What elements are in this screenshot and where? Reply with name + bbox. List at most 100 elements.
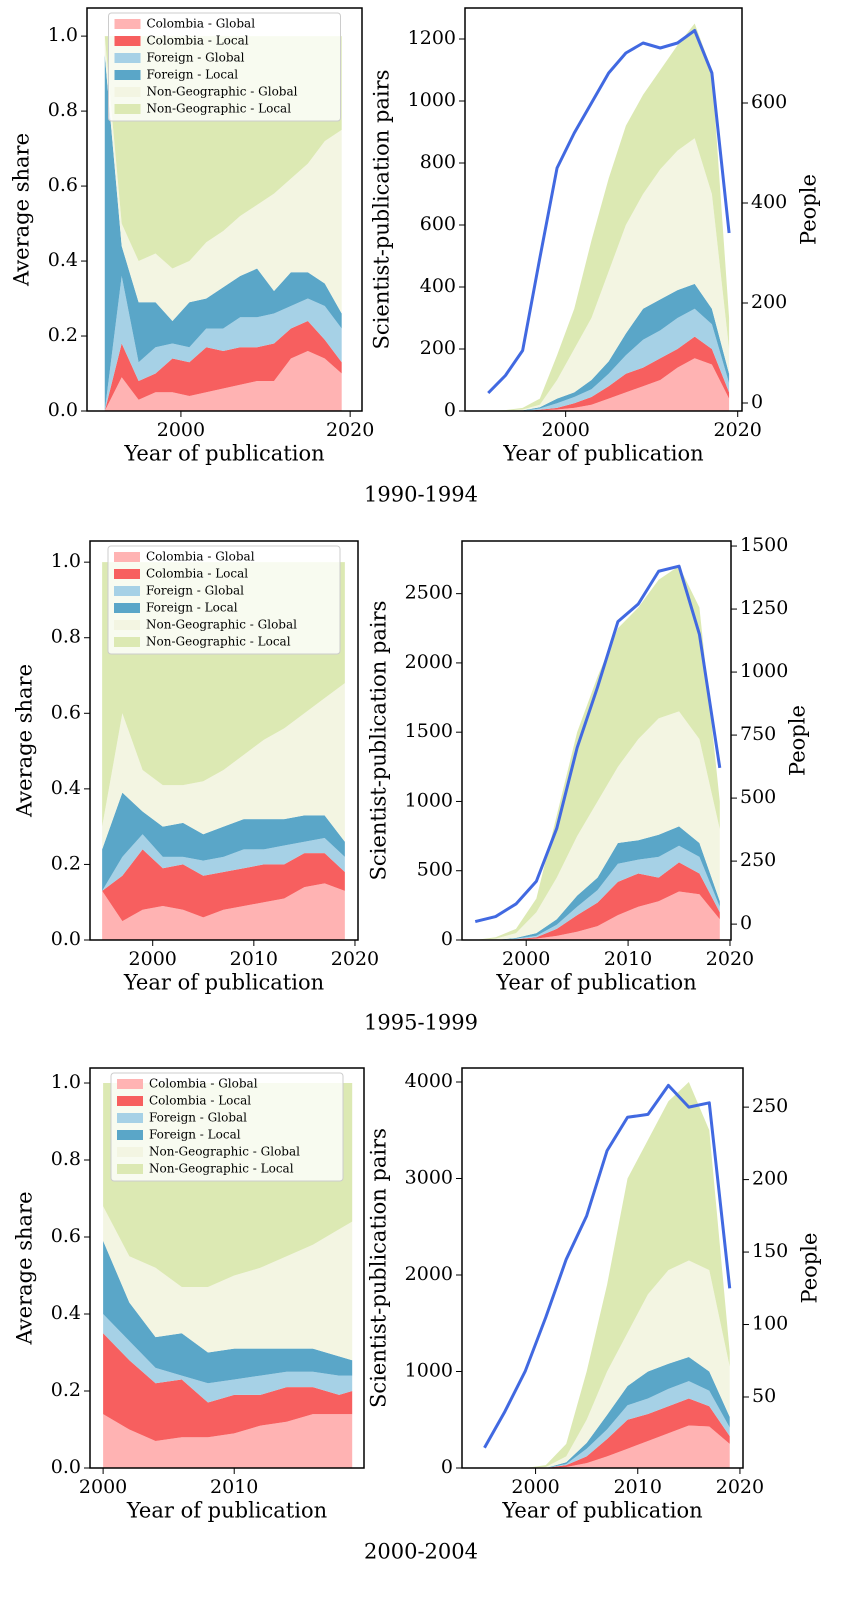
y-tick-label: 0.2 <box>48 324 78 346</box>
stacked-area <box>104 321 342 411</box>
legend-label: Foreign - Global <box>149 1111 247 1125</box>
legend-label: Foreign - Local <box>146 601 238 615</box>
x-tick-label: 2000 <box>511 1476 559 1498</box>
y-tick-label: 0.6 <box>48 174 78 196</box>
stacked-area <box>104 36 342 322</box>
stacked-area <box>104 54 342 411</box>
stacked-area <box>103 1314 353 1403</box>
legend-swatch <box>114 569 140 579</box>
x-axis-label: Year of publication <box>495 971 696 995</box>
x-tick-label: 2000 <box>79 1476 127 1498</box>
y-tick-label: 1500 <box>405 720 453 742</box>
y-tick-label: 500 <box>417 859 453 881</box>
legend-label: Foreign - Local <box>147 68 239 82</box>
y-tick-label: 3000 <box>405 1166 453 1188</box>
stacked-area <box>488 138 730 411</box>
legend-swatch <box>114 87 141 97</box>
y2-tick-label: 0 <box>751 391 763 413</box>
y-tick-label: 1000 <box>405 1359 453 1381</box>
y-tick-label: 0.4 <box>51 1302 81 1324</box>
stacked-area <box>104 351 342 411</box>
stacked-area <box>102 849 345 922</box>
y-tick-label: 0.2 <box>51 852 81 874</box>
y2-tick-label: 1500 <box>740 534 788 556</box>
legend-label: Colombia - Global <box>149 1077 258 1091</box>
legend: Colombia - Global Colombia - Local Foreign… <box>107 545 341 655</box>
plot-frame <box>461 540 732 941</box>
legend-label: Colombia - Local <box>149 1094 251 1108</box>
y-tick-label: 0 <box>441 928 453 950</box>
plot-frame <box>89 540 359 941</box>
y-tick-label: 0.6 <box>51 1225 81 1247</box>
y-tick-label: 0 <box>441 1456 453 1478</box>
x-tick-label: 2020 <box>706 948 754 970</box>
y2-axis-label: People <box>786 705 810 776</box>
stacked-area <box>102 834 345 891</box>
y-axis-label: Average share <box>13 1192 37 1346</box>
y-tick-label: 200 <box>420 337 456 359</box>
stacked-area <box>484 1425 730 1468</box>
y-tick-label: 400 <box>420 275 456 297</box>
stacked-area <box>103 1414 353 1468</box>
plot-frame <box>89 1067 365 1469</box>
x-tick-label: 2010 <box>210 1476 258 1498</box>
legend-label: Non-Geographic - Global <box>146 618 297 632</box>
x-tick-label: 2020 <box>326 419 374 441</box>
line <box>474 564 722 924</box>
y2-tick-label: 1000 <box>740 660 788 682</box>
y2-tick-label: 200 <box>752 1168 788 1190</box>
row-caption: 1995-1999 <box>364 1011 478 1035</box>
x-axis-label: Year of publication <box>501 1499 702 1523</box>
x-tick-label: 2010 <box>604 948 652 970</box>
y-tick-label: 1000 <box>405 789 453 811</box>
y-axis-label: Scientist-publication pairs <box>370 70 394 350</box>
y-tick-label: 600 <box>420 213 456 235</box>
x-tick-label: 2020 <box>716 1476 764 1498</box>
legend-box <box>110 1072 344 1182</box>
y2-tick-label: 150 <box>752 1240 788 1262</box>
y-tick-label: 0.0 <box>48 399 78 421</box>
y2-tick-label: 0 <box>740 912 752 934</box>
x-axis-label: Year of publication <box>123 971 324 995</box>
stacked-area <box>475 862 720 940</box>
row-caption: 2000-2004 <box>364 1540 478 1564</box>
legend-label: Non-Geographic - Global <box>149 1145 300 1159</box>
y-tick-label: 1200 <box>408 27 456 49</box>
stacked-area <box>475 565 720 940</box>
legend-label: Foreign - Global <box>146 584 244 598</box>
legend-label: Foreign - Local <box>149 1128 241 1142</box>
legend-swatch <box>114 586 140 596</box>
stacked-area <box>488 308 730 411</box>
stacked-area <box>103 1333 353 1442</box>
y2-tick-label: 400 <box>751 191 787 213</box>
legend-label: Colombia - Local <box>147 34 249 48</box>
x-axis-label: Year of publication <box>126 1499 327 1523</box>
y-tick-label: 0 <box>444 399 456 421</box>
stacked-area <box>488 283 730 411</box>
stacked-area <box>103 1206 353 1361</box>
x-tick-label: 2010 <box>230 948 278 970</box>
legend-swatch <box>114 552 140 562</box>
y2-tick-label: 750 <box>740 723 776 745</box>
y-axis-label: Average share <box>13 664 37 818</box>
y2-tick-label: 50 <box>752 1385 776 1407</box>
line <box>487 29 731 395</box>
y-tick-label: 1.0 <box>51 550 81 572</box>
stacked-area <box>103 1240 353 1384</box>
y-tick-label: 0.8 <box>51 626 81 648</box>
y2-tick-label: 1250 <box>740 597 788 619</box>
stacked-area <box>484 1398 730 1468</box>
row-caption: 1990-1994 <box>364 483 478 507</box>
x-tick-label: 2000 <box>502 948 550 970</box>
y-tick-label: 1.0 <box>48 24 78 46</box>
y-tick-label: 800 <box>420 151 456 173</box>
legend-box <box>108 12 341 122</box>
stacked-area <box>475 711 720 940</box>
stacked-area <box>475 891 720 940</box>
legend-swatch <box>114 19 141 29</box>
x-tick-label: 2020 <box>714 419 762 441</box>
legend: Colombia - Global Colombia - Local Foreign… <box>108 12 341 122</box>
legend-label: Colombia - Global <box>147 17 256 31</box>
stacked-area <box>488 336 730 411</box>
